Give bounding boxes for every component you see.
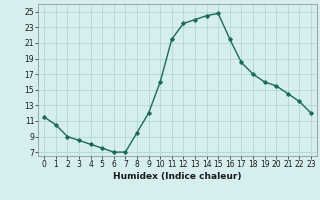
X-axis label: Humidex (Indice chaleur): Humidex (Indice chaleur) [113, 172, 242, 181]
